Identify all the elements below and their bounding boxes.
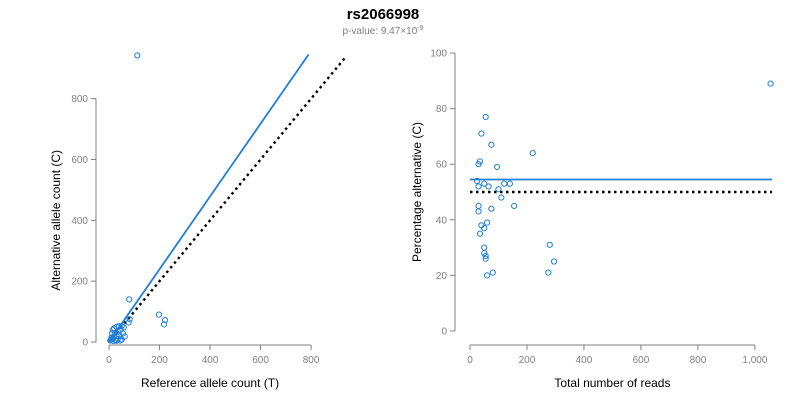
count-x-tick-label: 800 bbox=[303, 355, 320, 366]
count-data-point bbox=[110, 337, 117, 345]
count-data-point bbox=[126, 296, 133, 303]
percent-data-point bbox=[475, 208, 482, 215]
count-data-point bbox=[160, 321, 168, 328]
count-data-point bbox=[107, 337, 114, 344]
percent-x-tick-label: 400 bbox=[576, 355, 593, 366]
count-y-tick-label: 200 bbox=[71, 277, 88, 288]
percent-data-point bbox=[501, 180, 508, 187]
count-y-tick-label: 0 bbox=[82, 338, 88, 349]
percent-x-tick-label: 0 bbox=[467, 355, 473, 366]
count-x-axis-title: Reference allele count (T) bbox=[141, 376, 279, 390]
percent-data-point bbox=[481, 244, 488, 251]
percent-data-point bbox=[482, 113, 489, 121]
count-reference-line bbox=[108, 55, 348, 343]
count-data-point bbox=[112, 329, 119, 336]
percent-x-tick-label: 600 bbox=[633, 355, 650, 366]
percent-y-tick-label: 80 bbox=[436, 104, 448, 115]
percent-data-point bbox=[550, 258, 558, 265]
percent-x-axis-title: Total number of reads bbox=[554, 376, 670, 390]
count-x-tick-label: 600 bbox=[252, 355, 269, 366]
percent-data-point bbox=[546, 241, 553, 248]
p-value-text: p-value: 9.47×10 bbox=[342, 26, 417, 37]
percent-data-point bbox=[482, 252, 489, 260]
count-x-tick-label: 200 bbox=[151, 355, 168, 366]
percent-x-tick-label: 800 bbox=[690, 355, 707, 366]
count-fit-line bbox=[108, 54, 310, 343]
count-data-point bbox=[125, 319, 132, 326]
percent-data-point bbox=[488, 141, 495, 148]
percent-y-tick-label: 60 bbox=[436, 160, 448, 171]
count-x-tick-label: 0 bbox=[106, 355, 112, 366]
percent-y-tick-label: 100 bbox=[430, 49, 447, 60]
count-y-tick-label: 400 bbox=[71, 216, 88, 227]
percent-y-axis-title: Percentage alternative (C) bbox=[410, 122, 424, 262]
percent-y-tick-label: 40 bbox=[436, 215, 448, 226]
chart-subtitle: p-value: 9.47×10-9 bbox=[342, 25, 423, 37]
p-value-exponent: -9 bbox=[417, 25, 423, 32]
percent-y-tick-label: 0 bbox=[441, 327, 447, 338]
count-data-point bbox=[126, 316, 133, 323]
percent-data-point bbox=[478, 130, 485, 137]
percent-data-point bbox=[483, 272, 491, 279]
percent-data-point bbox=[488, 205, 495, 212]
percent-data-point bbox=[475, 202, 482, 209]
percent-data-point bbox=[545, 269, 552, 276]
percent-data-point bbox=[476, 230, 484, 237]
percent-x-tick-label: 200 bbox=[519, 355, 536, 366]
percent-y-tick-label: 20 bbox=[436, 271, 448, 282]
percent-data-point bbox=[481, 180, 488, 187]
percent-data-point bbox=[529, 149, 536, 157]
percent-data-point bbox=[475, 183, 482, 190]
percent-data-point bbox=[767, 80, 774, 87]
percent-data-point bbox=[482, 255, 489, 262]
percent-x-tick-label: 1,000 bbox=[742, 355, 767, 366]
percent-data-point bbox=[493, 163, 501, 171]
percent-data-point bbox=[495, 186, 502, 193]
percent-data-point bbox=[485, 183, 492, 190]
count-data-point bbox=[113, 337, 120, 344]
count-x-tick-label: 400 bbox=[202, 355, 219, 366]
allele-count-scatter-panel: 0 200 400 600 800 0 200 400 600 800 Reference alle… bbox=[49, 52, 348, 390]
percentage-alternative-scatter-panel: 0 20 40 60 80 100 0 200 400 600 800 1,000 Total numb… bbox=[410, 49, 774, 390]
count-y-axis-title: Alternative allele count (C) bbox=[49, 150, 63, 291]
count-data-point bbox=[134, 52, 141, 59]
count-y-tick-label: 600 bbox=[71, 155, 88, 166]
chart-title: rs2066998 bbox=[347, 6, 420, 23]
percent-data-point bbox=[483, 219, 491, 226]
percent-data-point bbox=[511, 202, 518, 209]
count-data-point bbox=[117, 337, 124, 344]
percent-data-point bbox=[506, 180, 513, 187]
count-y-tick-label: 800 bbox=[71, 94, 88, 105]
percent-data-point bbox=[481, 225, 488, 232]
count-data-point bbox=[119, 330, 126, 337]
percent-data-point bbox=[474, 177, 481, 184]
percent-data-point bbox=[489, 269, 496, 276]
percent-data-point bbox=[498, 194, 505, 201]
count-data-point bbox=[155, 311, 163, 318]
count-data-point bbox=[161, 316, 169, 324]
percent-data-point bbox=[475, 161, 482, 168]
